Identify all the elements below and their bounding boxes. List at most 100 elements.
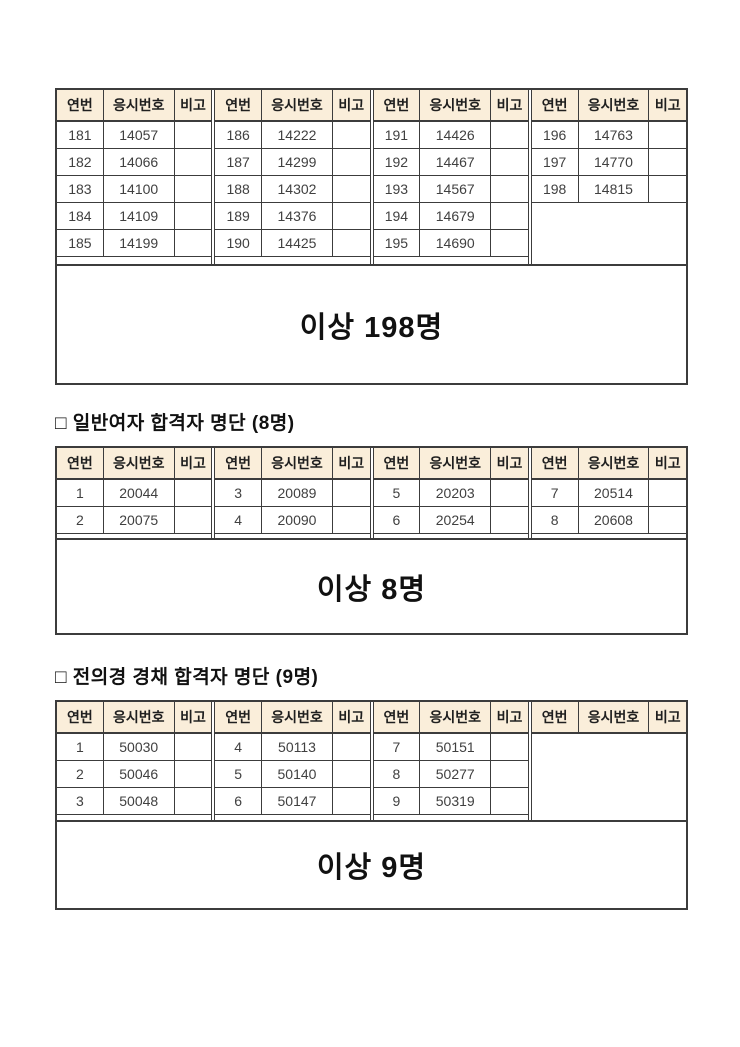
exam-number-cell: 50140: [261, 759, 333, 788]
exam-number-column-header: 응시번호: [261, 448, 333, 480]
total-count-row: 이상 198명: [57, 264, 686, 383]
serial-cell: 192: [373, 147, 421, 176]
section-heading: □ 전의경 경채 합격자 명단 (9명): [55, 667, 319, 688]
table-row: 7 20514: [531, 478, 686, 507]
remarks-cell: [648, 505, 686, 534]
exam-number-cell: 50151: [419, 732, 492, 761]
serial-column-header: 연번: [57, 90, 104, 122]
remarks-cell: [173, 174, 212, 203]
pass-list-subtable: 연번 응시번호 비고 191 14426 192 14467 193 14567 194 14679…: [373, 90, 528, 257]
remarks-column-header: 비고: [331, 90, 370, 122]
serial-column-header: 연번: [57, 448, 104, 480]
exam-number-cell: 14100: [102, 174, 175, 203]
table-row: 9 50319: [373, 786, 528, 815]
remarks-cell: [331, 174, 370, 203]
exam-number-cell: 20075: [102, 505, 175, 534]
pass-list-subtable: 연번 응시번호 비고 7 50151 8 50277 9 50319: [373, 702, 528, 815]
table-row: 6 50147: [215, 786, 370, 815]
exam-number-column-header: 응시번호: [102, 90, 175, 122]
header-row: 연번 응시번호 비고: [215, 448, 370, 480]
column-group: 연번 응시번호 비고 196 14763 197 14770 198 14815: [530, 90, 686, 264]
header-row: 연번 응시번호 비고: [215, 702, 370, 734]
exam-number-cell: 14299: [261, 147, 333, 176]
exam-number-cell: 14066: [102, 147, 175, 176]
pass-list-subtable: 연번 응시번호 비고 1 20044 2 20075: [57, 448, 212, 534]
table-row: 4 50113: [215, 732, 370, 761]
table-row: 6 20254: [373, 505, 528, 534]
header-row: 연번 응시번호 비고: [373, 702, 528, 734]
remarks-cell: [173, 759, 212, 788]
table-row: 187 14299: [215, 147, 370, 176]
serial-cell: 5: [373, 478, 421, 507]
pass-list-subtable: 연번 응시번호 비고 1 50030 2 50046 3 50048: [57, 702, 212, 815]
table-row: 188 14302: [215, 174, 370, 203]
serial-column-header: 연번: [57, 702, 104, 734]
remarks-column-header: 비고: [173, 90, 212, 122]
exam-number-cell: 20203: [419, 478, 492, 507]
serial-cell: 183: [57, 174, 104, 203]
serial-cell: 1: [57, 732, 104, 761]
exam-number-cell: 20089: [261, 478, 333, 507]
column-group: 연번 응시번호 비고 1 20044 2 20075: [57, 448, 213, 538]
pass-list-table: 연번 응시번호 비고 1 50030 2 50046 3 50048 연번 응시번호 비고 4 50113…: [55, 700, 688, 910]
remarks-cell: [490, 786, 528, 815]
exam-number-cell: 14302: [261, 174, 333, 203]
remarks-column-header: 비고: [648, 448, 686, 480]
serial-column-header: 연번: [531, 448, 579, 480]
table-row: 3 50048: [57, 786, 212, 815]
column-group: 연번 응시번호 비고 5 20203 6 20254: [372, 448, 529, 538]
pass-list-subtable: 연번 응시번호 비고 181 14057 182 14066 183 14100 184 14109…: [57, 90, 212, 257]
serial-cell: 181: [57, 120, 104, 149]
serial-cell: 193: [373, 174, 421, 203]
remarks-cell: [490, 174, 528, 203]
serial-cell: 4: [215, 505, 263, 534]
remarks-cell: [490, 505, 528, 534]
serial-column-header: 연번: [531, 702, 579, 734]
exam-number-cell: 20090: [261, 505, 333, 534]
remarks-cell: [331, 732, 370, 761]
header-row: 연번 응시번호 비고: [531, 702, 686, 734]
serial-column-header: 연번: [373, 90, 421, 122]
serial-cell: 2: [57, 505, 104, 534]
exam-number-cell: 50319: [419, 786, 492, 815]
column-group: 연번 응시번호 비고 186 14222 187 14299 188 14302 189 14376…: [214, 90, 371, 264]
serial-cell: 6: [215, 786, 263, 815]
serial-cell: 194: [373, 201, 421, 230]
exam-number-cell: 50030: [102, 732, 175, 761]
pass-list-section-continued: 연번 응시번호 비고 181 14057 182 14066 183 14100 184 14109…: [55, 88, 688, 385]
table-row: 195 14690: [373, 228, 528, 257]
exam-number-column-header: 응시번호: [261, 90, 333, 122]
serial-cell: 185: [57, 228, 104, 257]
page-content: 연번 응시번호 비고 181 14057 182 14066 183 14100 184 14109…: [55, 0, 688, 910]
serial-cell: 8: [531, 505, 579, 534]
serial-cell: 197: [531, 147, 579, 176]
remarks-column-header: 비고: [173, 702, 212, 734]
column-group: 연번 응시번호 비고: [530, 702, 686, 820]
remarks-cell: [331, 478, 370, 507]
exam-number-cell: 14199: [102, 228, 175, 257]
serial-column-header: 연번: [531, 90, 579, 122]
remarks-cell: [490, 147, 528, 176]
remarks-cell: [173, 120, 212, 149]
table-row: 5 20203: [373, 478, 528, 507]
serial-column-header: 연번: [215, 448, 263, 480]
table-row: 5 50140: [215, 759, 370, 788]
exam-number-cell: 50046: [102, 759, 175, 788]
remarks-column-header: 비고: [490, 448, 528, 480]
remarks-cell: [173, 505, 212, 534]
remarks-column-header: 비고: [331, 448, 370, 480]
remarks-cell: [331, 786, 370, 815]
exam-number-cell: 14690: [419, 228, 492, 257]
exam-number-column-header: 응시번호: [577, 448, 650, 480]
table-row: 191 14426: [373, 120, 528, 149]
serial-cell: 6: [373, 505, 421, 534]
table-row: 197 14770: [531, 147, 686, 176]
remarks-cell: [490, 759, 528, 788]
pass-list-subtable: 연번 응시번호 비고 186 14222 187 14299 188 14302 189 14376…: [215, 90, 370, 257]
remarks-column-header: 비고: [490, 90, 528, 122]
table-row: 190 14425: [215, 228, 370, 257]
total-count-row: 이상 8명: [57, 538, 686, 633]
serial-cell: 5: [215, 759, 263, 788]
table-row: 193 14567: [373, 174, 528, 203]
